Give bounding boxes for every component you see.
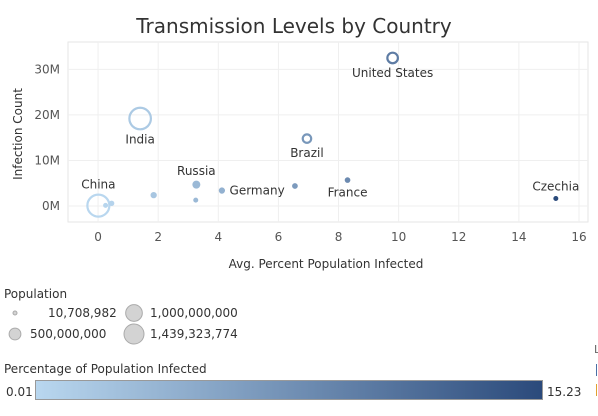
data-label: Brazil xyxy=(290,146,324,160)
data-point xyxy=(108,200,115,207)
size-legend-item: 1,000,000,000 xyxy=(150,306,238,320)
axes: 0 2 4 6 8 10 12 14 16 0M 10M 20M 30M xyxy=(34,62,586,244)
clipped-legend-label: L xyxy=(594,343,598,356)
x-tick-label: 8 xyxy=(335,230,343,244)
data-point xyxy=(218,187,226,194)
data-point xyxy=(192,180,201,189)
x-tick-label: 16 xyxy=(571,230,586,244)
color-gradient-bar xyxy=(35,380,543,400)
clipped-legend-mark xyxy=(596,364,597,376)
x-tick-label: 4 xyxy=(214,230,222,244)
size-legend-item: 1,439,323,774 xyxy=(150,327,238,341)
x-tick-label: 2 xyxy=(154,230,162,244)
data-label: China xyxy=(81,178,115,192)
x-axis-label: Avg. Percent Population Infected xyxy=(229,257,424,271)
color-legend-title: Percentage of Population Infected xyxy=(4,362,207,376)
data-label: Germany xyxy=(230,184,285,198)
point-labels: United States India Brazil Russia France Germ… xyxy=(81,66,579,199)
clipped-legend-mark xyxy=(596,384,597,396)
x-tick-label: 12 xyxy=(451,230,466,244)
color-legend-min: 0.01 xyxy=(6,385,33,399)
data-points xyxy=(86,51,559,218)
x-tick-label: 10 xyxy=(391,230,406,244)
color-legend-max: 15.23 xyxy=(547,385,582,399)
size-legend-item: 10,708,982 xyxy=(48,306,117,320)
data-point xyxy=(86,193,111,218)
data-label: Czechia xyxy=(532,180,579,194)
data-point xyxy=(301,133,313,144)
size-legend-item: 500,000,000 xyxy=(30,327,107,341)
data-point xyxy=(128,106,153,131)
chart-title: Transmission Levels by Country xyxy=(136,14,452,38)
y-axis-label: Infection Count xyxy=(11,88,25,180)
size-legend-circle xyxy=(123,323,145,345)
data-label: United States xyxy=(352,66,433,80)
size-legend-title: Population xyxy=(4,287,68,301)
data-point xyxy=(292,183,298,189)
y-tick-label: 10M xyxy=(34,153,60,167)
data-point xyxy=(386,51,399,65)
x-tick-label: 14 xyxy=(511,230,526,244)
data-point xyxy=(150,191,157,199)
size-legend-marks xyxy=(8,304,145,345)
data-point xyxy=(553,196,559,202)
x-tick-label: 6 xyxy=(275,230,283,244)
size-legend-circle xyxy=(12,310,18,316)
data-point xyxy=(193,197,199,203)
data-label: India xyxy=(125,132,154,146)
size-legend-circle xyxy=(125,304,143,322)
y-tick-label: 30M xyxy=(34,62,60,76)
plot-frame xyxy=(67,41,589,223)
data-point xyxy=(103,202,109,208)
x-tick-label: 0 xyxy=(94,230,102,244)
data-point xyxy=(344,177,351,183)
size-legend-circle xyxy=(8,327,22,341)
data-label: Russia xyxy=(177,164,216,178)
y-tick-label: 20M xyxy=(34,108,60,122)
y-tick-label: 0M xyxy=(42,199,60,213)
grid xyxy=(67,41,589,223)
data-label: France xyxy=(328,185,368,199)
